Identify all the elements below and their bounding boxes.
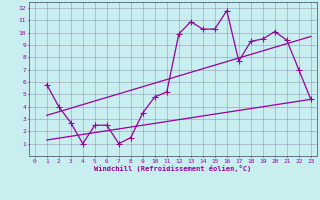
X-axis label: Windchill (Refroidissement éolien,°C): Windchill (Refroidissement éolien,°C) — [94, 165, 252, 172]
